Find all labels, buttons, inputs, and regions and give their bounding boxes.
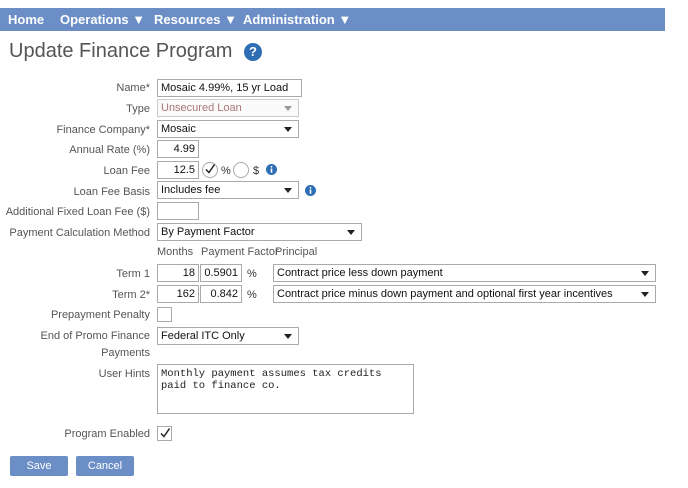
textarea[interactable]: Monthly payment assumes tax credits paid…: [157, 364, 414, 414]
number-input[interactable]: 18: [157, 264, 199, 282]
info-icon[interactable]: [266, 164, 277, 175]
select[interactable]: Contract price less down payment: [273, 264, 656, 282]
label: End of Promo Finance: [40, 330, 150, 342]
label: Term 2*: [112, 289, 150, 301]
number-input[interactable]: 0.5901: [200, 264, 242, 282]
unit-label: %: [221, 165, 231, 177]
checkmark-path: [160, 428, 171, 438]
number-input[interactable]: [157, 202, 199, 220]
label: Payments: [101, 347, 150, 359]
unit-label: $: [253, 165, 260, 177]
checkmark: [205, 164, 216, 174]
number-input[interactable]: 162: [157, 285, 199, 303]
number-input[interactable]: 4.99: [157, 140, 199, 158]
checkbox[interactable]: [157, 426, 172, 441]
nav-home[interactable]: Home: [8, 12, 45, 27]
label: Term 1: [116, 268, 150, 280]
column-header: Months: [157, 246, 194, 258]
page-title: Update Finance Program: [9, 40, 233, 62]
select-value: Federal ITC Only: [161, 330, 245, 342]
column-header: Payment Factor: [201, 246, 279, 258]
select-value: Includes fee: [161, 184, 221, 196]
select-value: Contract price minus down payment and op…: [277, 288, 613, 300]
select-value: Contract price less down payment: [277, 267, 443, 279]
label: Loan Fee: [103, 165, 150, 177]
save-button[interactable]: Save: [10, 456, 68, 476]
nav-resources[interactable]: Resources ▼: [154, 12, 237, 27]
checkmark: [160, 428, 171, 438]
label: Payment Calculation Method: [9, 227, 150, 239]
number-input[interactable]: 12.5: [157, 161, 199, 179]
select-value: Unsecured Loan: [161, 102, 242, 114]
select[interactable]: Mosaic: [157, 120, 299, 138]
unit-label: %: [247, 268, 257, 280]
number-input[interactable]: 0.842: [200, 285, 242, 303]
label: User Hints: [98, 368, 150, 380]
nav-bar: Home Operations ▼ Resources ▼ Administra…: [0, 8, 665, 31]
radio-percent[interactable]: [202, 162, 218, 178]
select[interactable]: Federal ITC Only: [157, 327, 299, 345]
nav-administration[interactable]: Administration ▼: [243, 12, 352, 27]
label: Program Enabled: [64, 428, 150, 440]
select-value: By Payment Factor: [161, 226, 255, 238]
label: Type: [126, 103, 150, 115]
select-value: Mosaic: [161, 123, 196, 135]
select[interactable]: Contract price minus down payment and op…: [273, 285, 656, 303]
nav-operations[interactable]: Operations ▼: [60, 12, 146, 27]
cancel-button[interactable]: Cancel: [76, 456, 134, 476]
select[interactable]: By Payment Factor: [157, 223, 362, 241]
column-header: Principal: [275, 246, 318, 258]
checkmark-path: [205, 164, 216, 174]
select[interactable]: Includes fee: [157, 181, 299, 199]
label: Name*: [116, 82, 150, 94]
label: Finance Company*: [56, 124, 150, 136]
help-icon[interactable]: ?: [244, 43, 262, 61]
info-icon[interactable]: [305, 185, 316, 196]
unit-label: %: [247, 289, 257, 301]
label: Loan Fee Basis: [73, 186, 150, 198]
text-input[interactable]: Mosaic 4.99%, 15 yr Load: [157, 79, 302, 97]
label: Additional Fixed Loan Fee ($): [5, 206, 150, 218]
radio-dollar[interactable]: [233, 162, 249, 178]
select: Unsecured Loan: [157, 99, 299, 117]
checkbox[interactable]: [157, 307, 172, 322]
label: Annual Rate (%): [69, 144, 150, 156]
label: Prepayment Penalty: [50, 309, 150, 321]
